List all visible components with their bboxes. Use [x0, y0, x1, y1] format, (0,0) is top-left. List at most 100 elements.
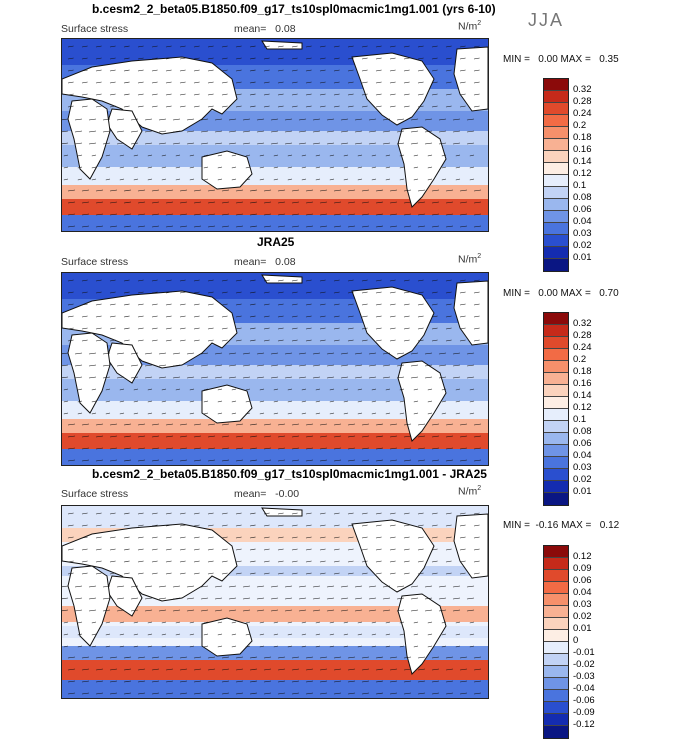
- wind-vector: [95, 656, 104, 659]
- wind-vector: [287, 178, 293, 181]
- wind-vector: [123, 459, 132, 462]
- wind-vector: [119, 412, 125, 415]
- wind-vector: [193, 560, 200, 563]
- wind-vector: [263, 435, 272, 438]
- wind-vector: [179, 213, 188, 216]
- wind-vector: [228, 376, 237, 379]
- colorbar-tick-label: 0.06: [573, 204, 592, 215]
- wind-vector: [431, 105, 438, 108]
- wind-vector: [403, 572, 410, 575]
- wind-vector: [354, 118, 363, 121]
- wind-vector: [319, 69, 326, 72]
- wind-vector: [179, 512, 186, 515]
- wind-vector: [298, 130, 307, 133]
- wind-vector: [207, 315, 214, 318]
- wind-vector: [417, 536, 424, 539]
- wind-vector: [298, 118, 307, 121]
- wind-vector: [354, 352, 363, 355]
- colorbar-tick-label: 0.1: [573, 414, 587, 425]
- wind-vector: [319, 93, 326, 96]
- colorbar-tick-label: 0.03: [573, 462, 592, 473]
- wind-vector: [109, 279, 116, 282]
- wind-vector: [151, 201, 160, 204]
- wind-vector: [242, 609, 251, 612]
- wind-vector: [445, 512, 452, 515]
- wind-vector: [189, 388, 195, 391]
- panel-2-title: JRA25: [257, 235, 295, 249]
- wind-vector: [277, 105, 284, 108]
- wind-vector: [109, 291, 116, 294]
- wind-vector: [340, 609, 349, 612]
- wind-vector: [203, 178, 209, 181]
- wind-vector: [67, 45, 74, 48]
- wind-vector: [105, 388, 111, 391]
- wind-vector: [389, 536, 396, 539]
- colorbar-tick-label: 0.02: [573, 474, 592, 485]
- wind-vector: [193, 423, 202, 426]
- wind-vector: [389, 201, 398, 204]
- wind-vector: [179, 201, 188, 204]
- wind-vector: [235, 303, 242, 306]
- wind-vector: [221, 512, 228, 515]
- wind-vector: [186, 585, 195, 588]
- wind-vector: [207, 435, 216, 438]
- wind-vector: [403, 560, 410, 563]
- wind-vector: [221, 189, 230, 192]
- wind-vector: [109, 423, 118, 426]
- wind-vector: [368, 597, 377, 600]
- wind-vector: [329, 400, 335, 403]
- wind-vector: [368, 585, 377, 588]
- wind-vector: [151, 213, 160, 216]
- wind-vector: [319, 57, 326, 60]
- wind-vector: [417, 572, 424, 575]
- wind-vector: [193, 45, 200, 48]
- wind-vector: [291, 201, 300, 204]
- wind-vector: [459, 279, 466, 282]
- wind-vector: [77, 412, 83, 415]
- colorbar-tick-label: 0.08: [573, 426, 592, 437]
- wind-vector: [396, 118, 405, 121]
- wind-vector: [431, 189, 440, 192]
- wind-vector: [189, 400, 195, 403]
- wind-vector: [151, 279, 158, 282]
- panel-1-map: [61, 38, 489, 232]
- wind-vector: [403, 668, 412, 671]
- wind-vector: [473, 459, 482, 462]
- wind-vector: [221, 447, 230, 450]
- wind-vector: [438, 609, 447, 612]
- wind-vector: [137, 327, 144, 330]
- wind-vector: [277, 524, 284, 527]
- wind-vector: [147, 645, 153, 648]
- wind-vector: [445, 81, 452, 84]
- wind-vector: [249, 692, 258, 695]
- wind-vector: [459, 548, 466, 551]
- wind-vector: [207, 548, 214, 551]
- wind-vector: [249, 339, 256, 342]
- panel-1-title: b.cesm2_2_beta05.B1850.f09_g17_ts10spl0m…: [92, 2, 496, 16]
- wind-vector: [417, 45, 424, 48]
- continent-outline: [351, 519, 435, 593]
- wind-vector: [165, 45, 172, 48]
- wind-vector: [214, 352, 223, 355]
- wind-vector: [207, 339, 214, 342]
- wind-vector: [91, 645, 97, 648]
- wind-vector: [319, 189, 328, 192]
- wind-vector: [403, 315, 410, 318]
- colorbar-swatch: [544, 397, 568, 409]
- wind-vector: [417, 105, 424, 108]
- wind-vector: [438, 597, 447, 600]
- wind-vector: [165, 315, 172, 318]
- field-band: [62, 660, 488, 680]
- wind-vector: [375, 213, 384, 216]
- wind-vector: [333, 423, 342, 426]
- wind-vector: [305, 536, 312, 539]
- wind-vector: [67, 57, 74, 60]
- wind-vector: [165, 81, 172, 84]
- colorbar-swatch: [544, 91, 568, 103]
- wind-vector: [67, 81, 74, 84]
- wind-vector: [200, 364, 209, 367]
- wind-vector: [347, 213, 356, 216]
- wind-vector: [221, 548, 228, 551]
- map-canvas: [62, 39, 488, 231]
- wind-vector: [200, 142, 209, 145]
